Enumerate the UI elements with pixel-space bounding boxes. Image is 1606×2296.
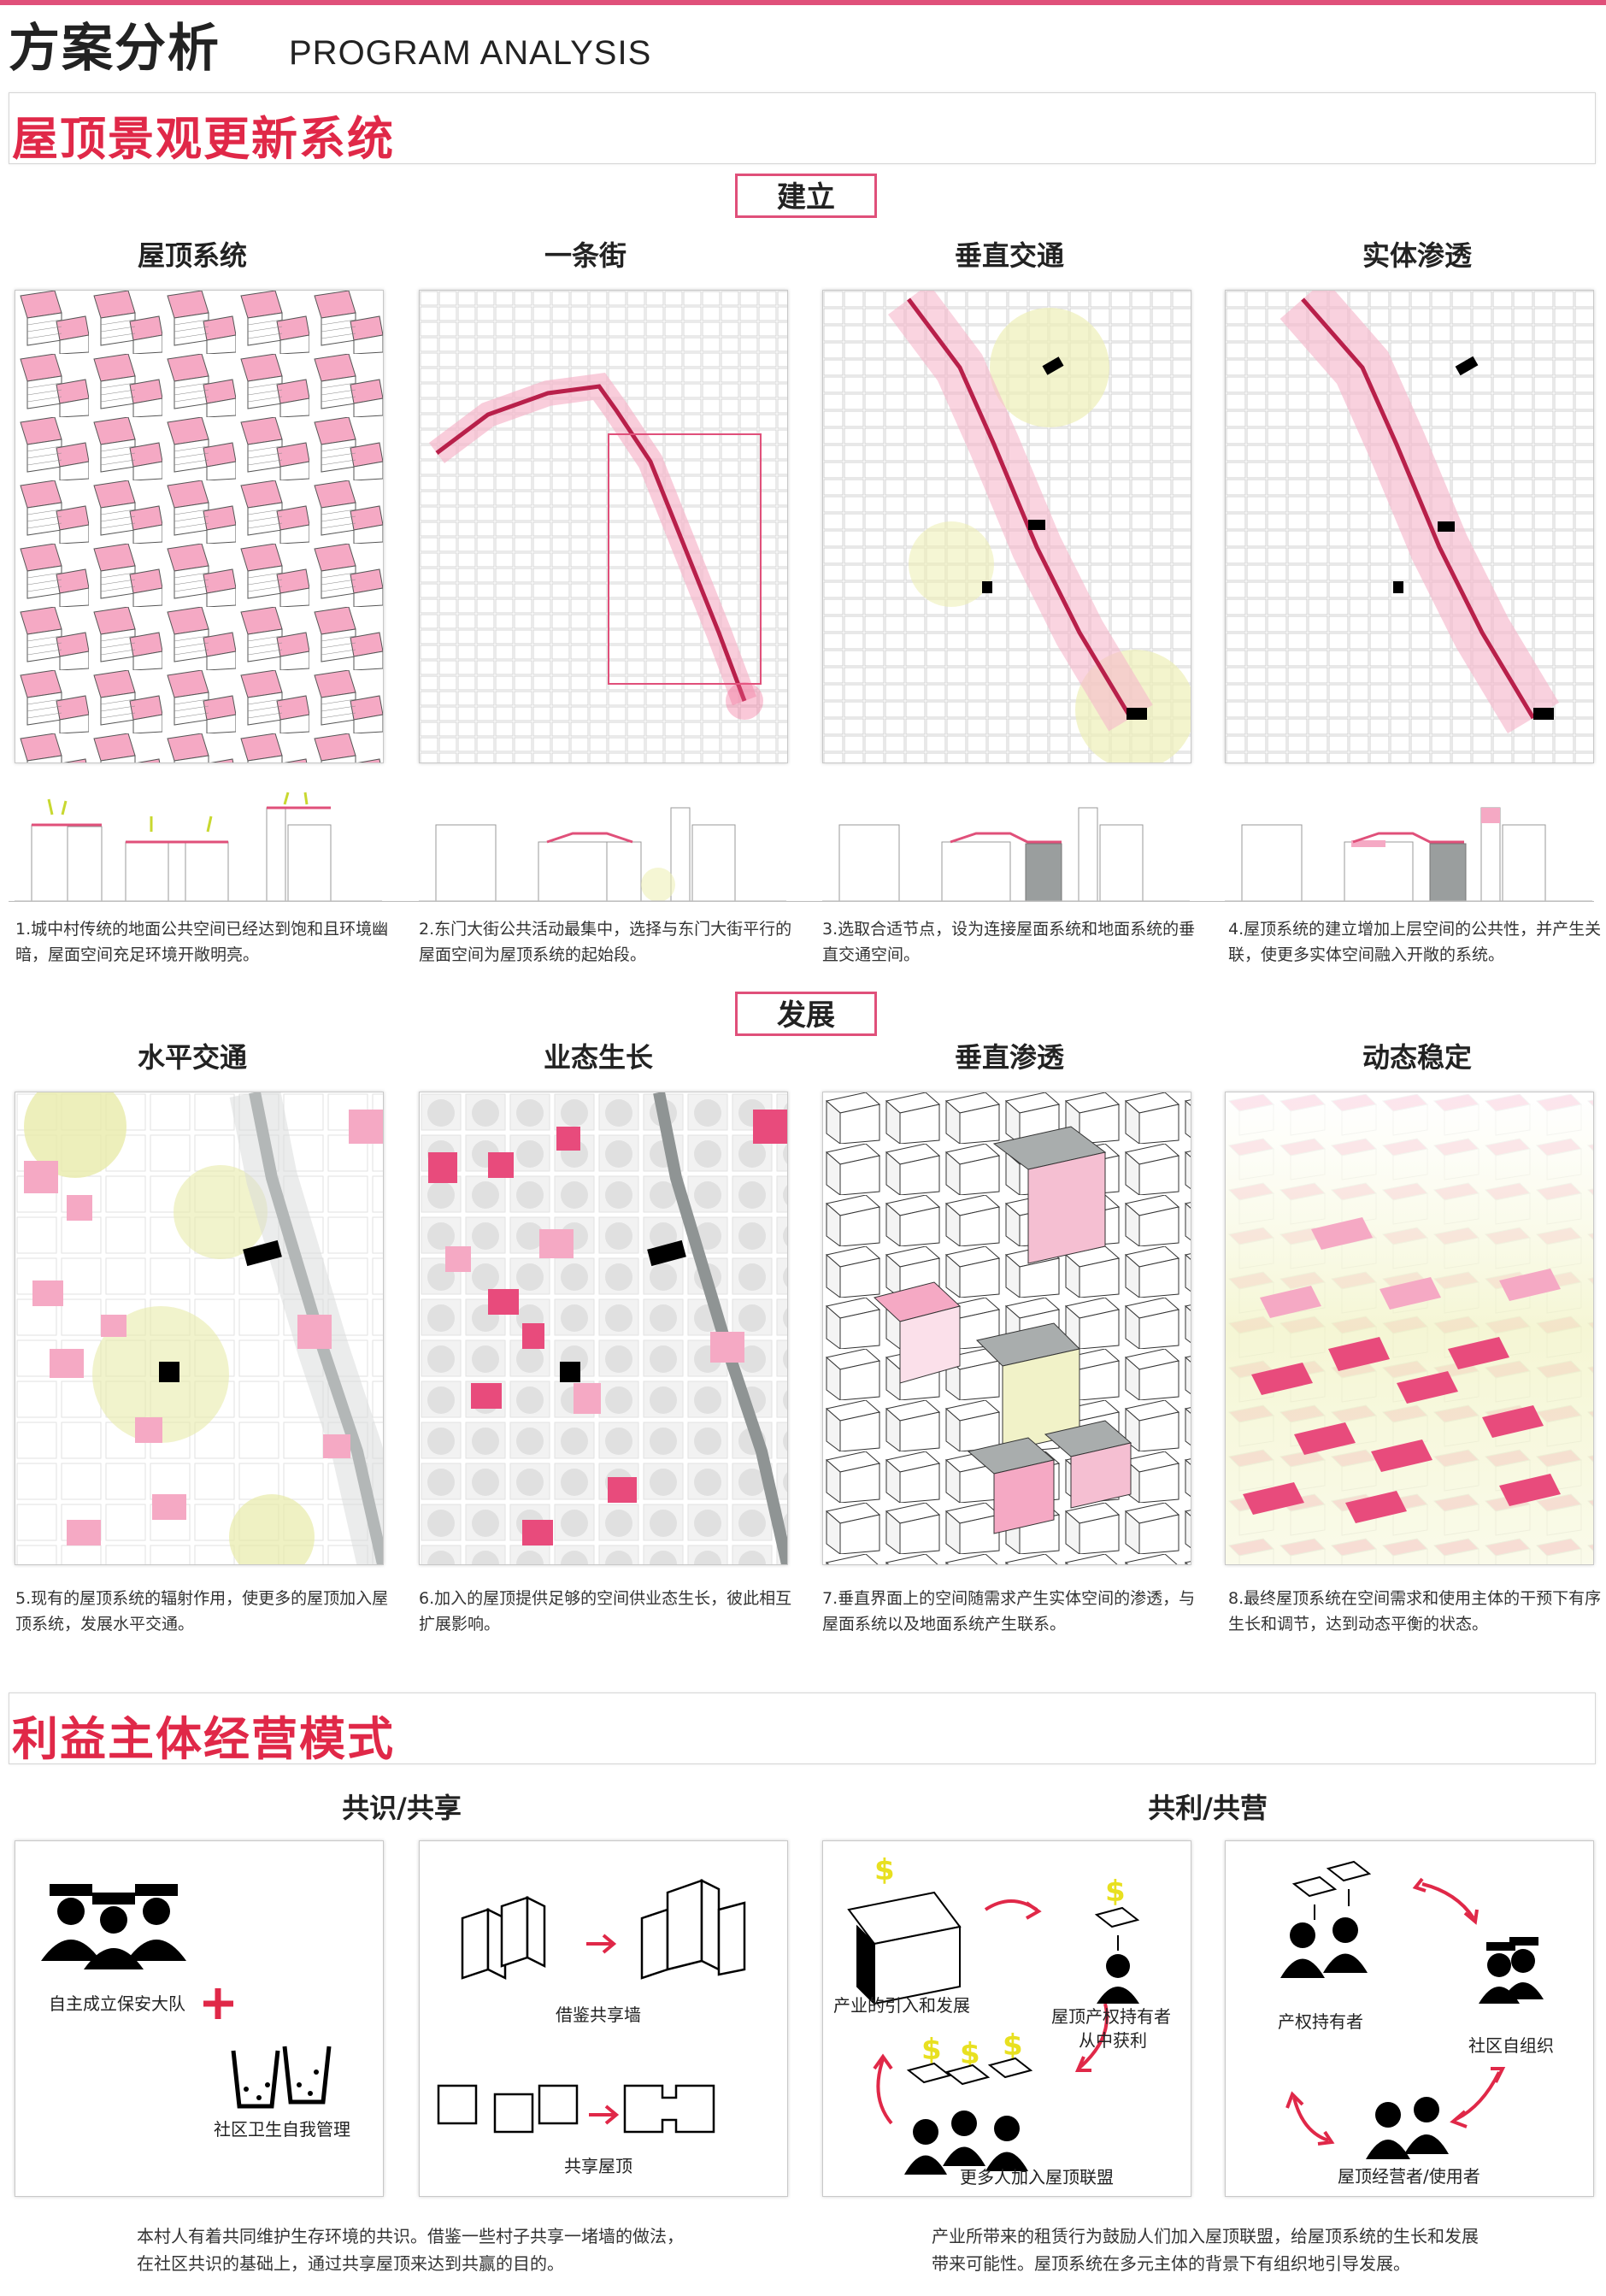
consensus-panel-security: [15, 1840, 384, 2197]
dynamic-stability-map: [1225, 1092, 1594, 1565]
caption: 3.选取合适节点，设为连接屋面系统和地面系统的垂直交通空间。: [822, 920, 1196, 964]
rooftop-system-map: [15, 290, 384, 763]
label-hygiene: 社区卫生自我管理: [214, 2119, 350, 2140]
elevation-diagram-1: [15, 791, 382, 903]
column-title: 业态生长: [543, 1041, 653, 1074]
model-heading-consensus: 共识/共享: [342, 1792, 462, 1824]
caption: 7.垂直界面上的空间随需求产生实体空间的渗透，与屋面系统以及地面系统产生联系。: [822, 1589, 1196, 1634]
label-more-join: 更多人加入屋顶联盟: [960, 2167, 1114, 2187]
elevation-diagram-2: [419, 791, 786, 903]
guard-group-icon: [41, 1884, 186, 1969]
vertical-traffic-map: [822, 290, 1191, 763]
stage-tag-develop: 发展: [735, 992, 877, 1036]
people-group-icon: [904, 2111, 1028, 2175]
shared-roof-icon: [623, 2084, 715, 2134]
plus-icon: [203, 1988, 233, 2019]
label-owner-profit-line1: 屋顶产权持有者: [1051, 2006, 1171, 2027]
profit-panel-alliance: $ $ $ $ $: [822, 1840, 1191, 2197]
column-title: 水平交通: [137, 1041, 247, 1074]
svg-text:$: $: [1105, 1875, 1126, 1909]
section2-title-box: [9, 1693, 1596, 1764]
caption: 6.加入的屋顶提供足够的空间供业态生长，彼此相互扩展影响。: [419, 1589, 792, 1634]
elevation-diagram-4: [1225, 791, 1592, 903]
caption: 8.最终屋顶系统在空间需求和使用主体的干预下有序生长和调节，达到动态平衡的状态。: [1228, 1589, 1602, 1634]
merged-building-icon: [640, 1878, 746, 1980]
top-accent-bar: [0, 0, 1606, 5]
label-industry: 产业的引入和发展: [833, 1995, 970, 2016]
owner-person-icon: [1097, 1954, 1139, 2004]
consensus-panel-sharing: [419, 1840, 788, 2197]
column-title: 动态稳定: [1362, 1041, 1472, 1074]
column-title: 垂直渗透: [954, 1041, 1064, 1074]
paragraph-consensus: 本村人有着共同维护生存环境的共识。借鉴一些村子共享一堵墙的做法，在社区共识的基础…: [137, 2226, 684, 2274]
elevation-diagram-3: [822, 791, 1190, 903]
operator-people-icon: [1366, 2097, 1449, 2159]
vertical-penetration-axonometric: [822, 1092, 1191, 1565]
label-property-owner: 产权持有者: [1278, 2011, 1363, 2032]
page-title-en: PROGRAM ANALYSIS: [289, 34, 652, 72]
owner-people-icon: [1280, 1917, 1368, 1978]
svg-text:$: $: [921, 2033, 942, 2067]
divider: [9, 901, 1594, 902]
paragraph-profit: 产业所带来的租赁行为鼓励人们加入屋顶联盟，给屋顶系统的生长和发展带来可能性。屋顶…: [932, 2226, 1479, 2274]
arrow-right-icon: [586, 1934, 617, 1954]
label-share-wall: 借鉴共享墙: [556, 2005, 641, 2025]
business-growth-map: [419, 1092, 788, 1565]
caption: 2.东门大街公共活动最集中，选择与东门大街平行的屋面空间为屋顶系统的起始段。: [419, 920, 792, 964]
section2-title: 利益主体经营模式: [12, 1712, 395, 1766]
column-title: 垂直交通: [954, 239, 1064, 272]
column-title: 实体渗透: [1362, 239, 1472, 272]
model-heading-profit: 共利/共营: [1148, 1792, 1268, 1824]
caption: 5.现有的屋顶系统的辐射作用，使更多的屋顶加入屋顶系统，发展水平交通。: [15, 1589, 389, 1634]
building-icon: [461, 1895, 546, 1981]
trash-bin-icon: [231, 2046, 332, 2109]
column-title: 一条街: [544, 239, 627, 272]
svg-text:$: $: [874, 1853, 895, 1887]
one-street-map: [419, 290, 788, 763]
arrow-right-icon: [589, 2105, 620, 2125]
page-title-cn: 方案分析: [9, 19, 221, 79]
section1-title: 屋顶景观更新系统: [12, 112, 395, 166]
svg-text:$: $: [1003, 2028, 1023, 2063]
roof-blocks-icon: [437, 2084, 579, 2134]
entity-penetration-map: [1225, 290, 1594, 763]
label-share-roof: 共享屋顶: [564, 2156, 632, 2176]
community-guard-icon: [1479, 1937, 1544, 2004]
label-roof-operator: 屋顶经营者/使用者: [1338, 2166, 1480, 2187]
caption: 4.屋顶系统的建立增加上层空间的公共性，并产生关联，使更多实体空间融入开敞的系统…: [1228, 920, 1602, 964]
caption: 1.城中村传统的地面公共空间已经达到饱和且环境幽暗，屋面空间充足环境开敞明亮。: [15, 920, 389, 964]
roof-tile-icon: [906, 2057, 1033, 2086]
roof-tile-icon: [1291, 1860, 1372, 1898]
svg-text:$: $: [960, 2037, 980, 2071]
dollar-icon: $ $ $ $ $: [874, 1853, 1126, 2071]
profit-panel-cycle: [1225, 1840, 1594, 2197]
section1-title-box: [9, 92, 1596, 164]
curved-arrow-icon: [1285, 1877, 1506, 2146]
shop-kiosk-icon: [847, 1891, 962, 2006]
column-title: 屋顶系统: [137, 239, 247, 272]
label-guard: 自主成立保安大队: [49, 1993, 185, 2014]
curved-arrow-icon: [873, 1899, 1109, 2125]
stage-tag-establish: 建立: [735, 174, 877, 218]
horizontal-traffic-map: [15, 1092, 384, 1565]
label-owner-profit-line2: 从中获利: [1079, 2030, 1147, 2051]
label-community-org: 社区自组织: [1468, 2035, 1554, 2056]
